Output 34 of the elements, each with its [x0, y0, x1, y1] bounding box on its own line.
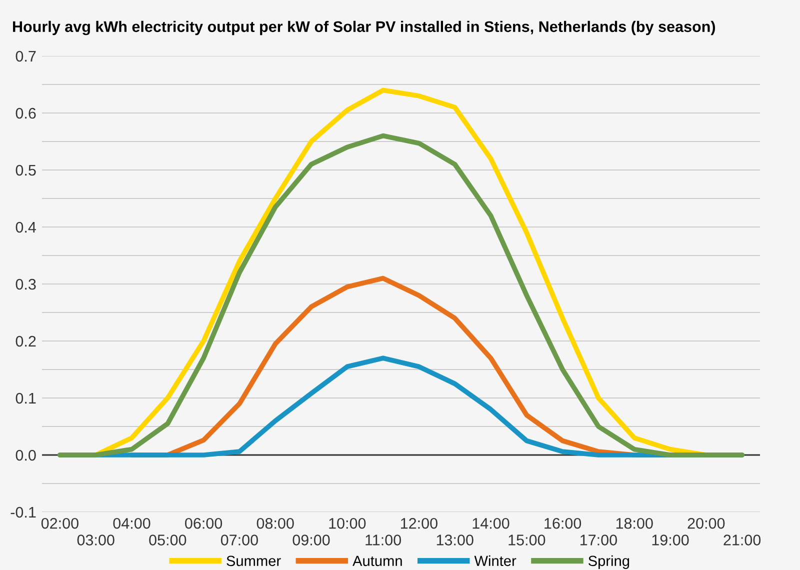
x-tick-label: 05:00 [149, 534, 186, 546]
text: 0.0 [16, 450, 36, 461]
x-tick-label: 04:00 [113, 518, 150, 529]
x-tick-label: 19:00 [652, 534, 689, 546]
x-tick-label: 10:00 [329, 518, 366, 529]
x-tick-label: 20:00 [688, 518, 725, 529]
y-tick-label: -0.1 [10, 506, 36, 518]
legend-label: Autumn [352, 556, 402, 566]
x-tick-label: 07:00 [220, 534, 258, 546]
y-tick-label: 0.2 [16, 336, 36, 347]
y-tick-label: 0.4 [16, 222, 36, 233]
legend-label: Summer [226, 556, 281, 566]
x-tick-label: 02:00 [41, 518, 78, 529]
x-tick-label: 15:00 [508, 534, 546, 546]
x-tick-label: 03:00 [77, 534, 114, 546]
x-tick-label: 13:00 [436, 534, 474, 546]
y-tick-label: 0.5 [16, 164, 36, 176]
x-tick-label: 21:00 [724, 534, 761, 546]
y-tick-label: 0.7 [16, 50, 36, 62]
x-tick-label: 06:00 [185, 518, 222, 529]
x-tick-label: 11:00 [366, 534, 402, 546]
x-tick-label: 18:00 [616, 518, 653, 529]
x-tick-label: 14:00 [472, 518, 510, 529]
legend-label: Spring [588, 555, 630, 569]
y-tick-label: 0.6 [16, 108, 36, 119]
chart-title: Hourly avg kWh electricity output per kW of Solar PV installed in Stiens, Netherlands (by season) [13, 20, 716, 36]
x-tick-label: 09:00 [292, 534, 330, 546]
y-tick-label: 0.3 [16, 278, 36, 290]
x-tick-label: 17:00 [580, 534, 617, 546]
legend-label: Winter [474, 555, 516, 566]
x-tick-label: 08:00 [256, 518, 294, 529]
x-tick-label: 16:00 [544, 518, 582, 529]
x-tick-label: 12:00 [401, 518, 438, 529]
y-tick-label: 0.1 [16, 392, 36, 404]
